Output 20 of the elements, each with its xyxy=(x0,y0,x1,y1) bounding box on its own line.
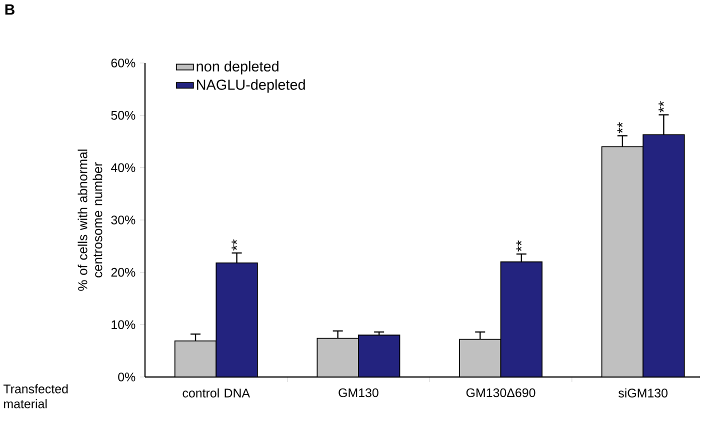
legend-label: non depleted xyxy=(196,60,278,74)
x-tick-label: control DNA xyxy=(182,388,250,398)
annotation: ** xyxy=(516,240,522,252)
y-tick-label: 30% xyxy=(111,216,136,224)
y-tick-label: 0% xyxy=(118,372,136,382)
y-tick-label: 50% xyxy=(111,110,136,120)
annotation: ** xyxy=(232,239,237,251)
y-tick-label: 40% xyxy=(111,163,136,172)
y-tick-label: 60% xyxy=(111,58,136,68)
text: B xyxy=(5,4,14,15)
x-tick-label: GM130 xyxy=(338,388,378,398)
annotation: ** xyxy=(658,101,664,112)
x-axis-title: Transfected material xyxy=(3,384,68,408)
annotation: ** xyxy=(617,122,623,134)
x-tick-label: siGM130 xyxy=(618,388,668,398)
legend-label: NAGLU-depleted xyxy=(197,79,305,93)
x-tick-label: GM130Δ690 xyxy=(466,388,536,398)
y-tick-label: 10% xyxy=(112,320,136,330)
y-tick-label: 20% xyxy=(111,268,136,277)
y-axis-title: % of cells with abnormal centrosome number xyxy=(78,150,102,291)
